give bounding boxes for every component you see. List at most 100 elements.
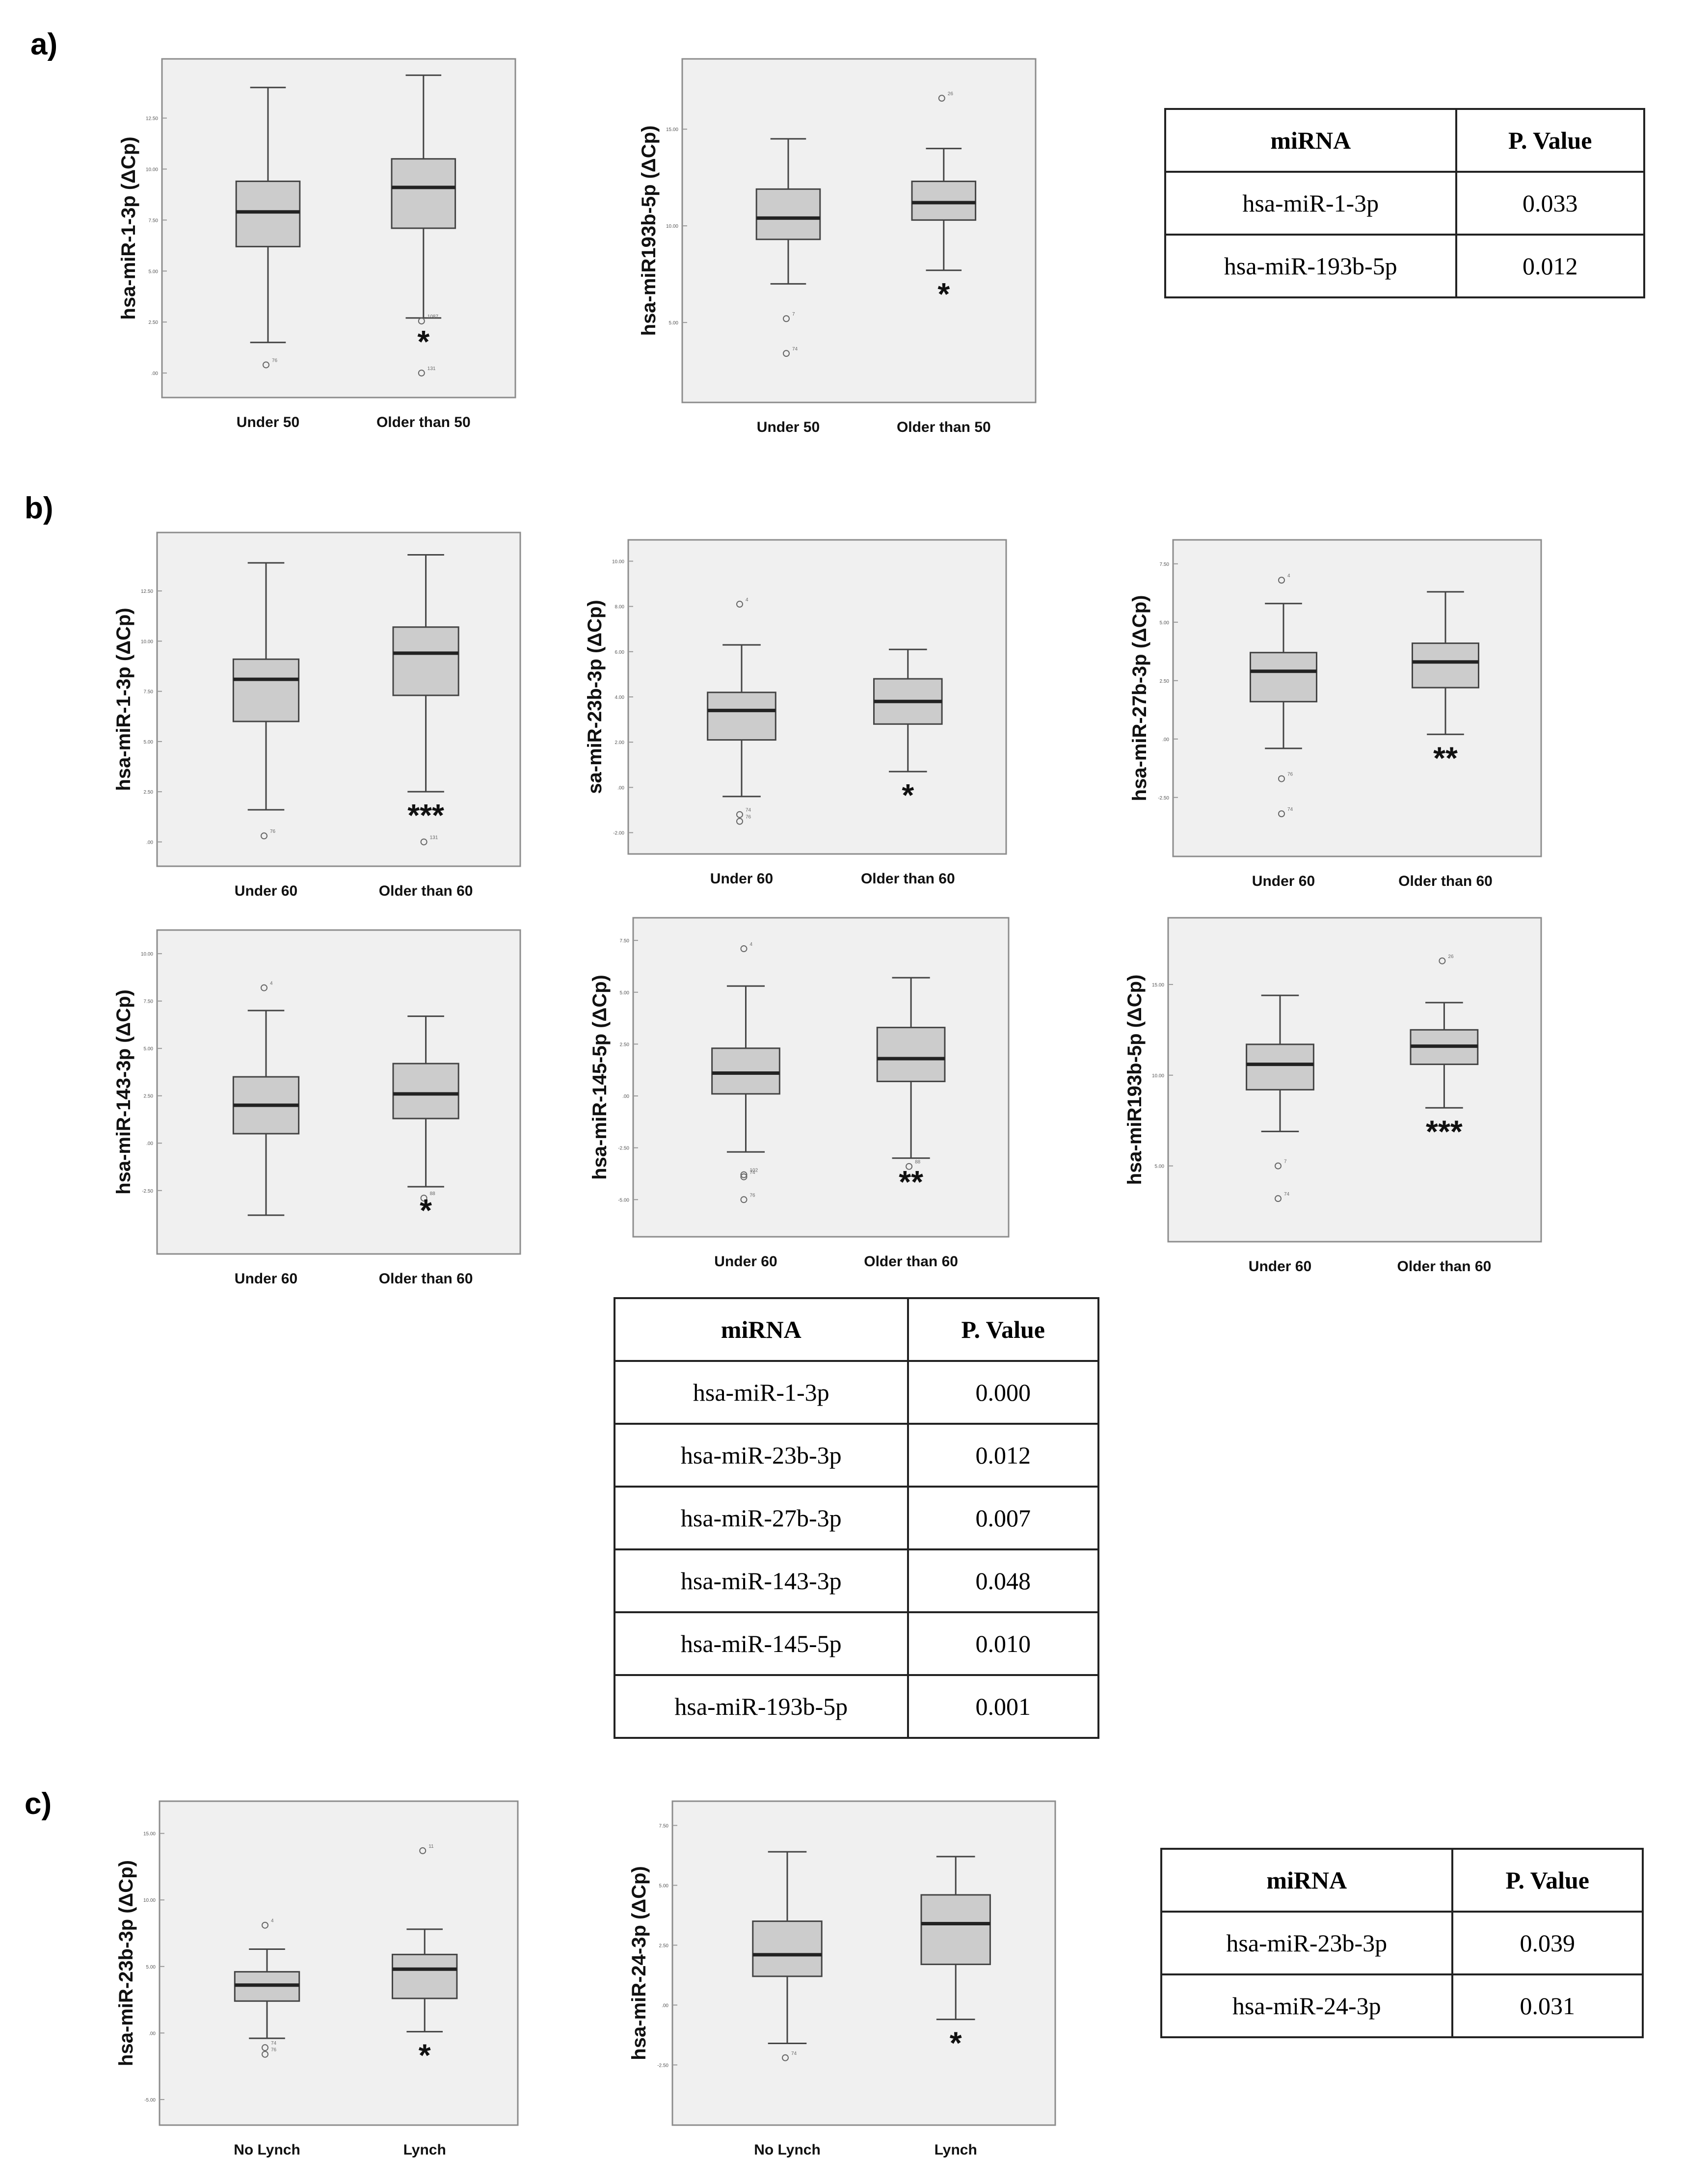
table-cell-pvalue: 0.001 [907, 1674, 1100, 1739]
y-tick-label: 2.50 [144, 1094, 154, 1099]
category-label: Under 60 [235, 1271, 297, 1287]
outlier-point [1278, 810, 1285, 818]
box-iqr [391, 158, 456, 229]
plot-frame [159, 1800, 519, 2126]
outlier-label: 76 [271, 2048, 277, 2053]
y-tick-label: 12.50 [141, 589, 153, 594]
outlier-label: 74 [750, 1170, 756, 1175]
outlier-point [420, 1195, 427, 1202]
y-tick-label: 5.00 [669, 320, 679, 326]
table-row: hsa-miR-27b-3p 0.007 [614, 1486, 1100, 1550]
category-label: Under 60 [235, 883, 297, 899]
boxplot-c-mir-24-3p: -2.50 .00 2.50 5.00 7.50 hsa-miR-24-3p (ΔCp) 7… [628, 1800, 1056, 2158]
y-tick-label: .00 [146, 1141, 153, 1146]
box-iqr [911, 181, 977, 221]
significance-marker: ** [899, 1164, 923, 1199]
box-group-1: 4 74 76 [234, 1918, 300, 2058]
boxplot-b-mir-145-5p: -5.00 -2.50 .00 2.50 5.00 7.50 hsa-miR-145-5p … [589, 917, 1010, 1270]
y-tick-label: -2.50 [657, 2063, 668, 2068]
outlier-point [420, 838, 427, 846]
y-axis-label: hsa-miR-1-3p (ΔCp) [118, 136, 139, 320]
y-axis-label: hsa-miR-143-3p (ΔCp) [113, 989, 134, 1195]
y-tick-label: -5.00 [144, 2098, 156, 2103]
outlier-label: 76 [746, 815, 751, 820]
table-cell-mirna: hsa-miR-1-3p [614, 1360, 909, 1425]
y-tick-label: 5.00 [146, 1965, 156, 1970]
outlier-label: 131 [427, 366, 436, 372]
panel-label-b: b) [25, 491, 53, 525]
plot-frame [156, 929, 521, 1255]
box-iqr [1412, 642, 1479, 689]
box-iqr [711, 1047, 780, 1095]
outlier-point [736, 811, 743, 818]
plot-frame [632, 917, 1010, 1238]
y-tick-label: .00 [617, 785, 624, 791]
outlier-point [938, 95, 945, 102]
outlier-label: 131 [430, 835, 438, 840]
y-axis-label: hsa-miR-27b-3p (ΔCp) [1129, 595, 1150, 801]
table-row: hsa-miR-24-3p 0.031 [1160, 1973, 1644, 2038]
y-tick-label: 10.00 [146, 167, 158, 172]
y-tick-label: 15.00 [1152, 983, 1164, 988]
y-tick-label: 15.00 [666, 127, 678, 133]
box-group-1: 76 [235, 86, 301, 369]
y-axis-label: hsa-miR-145-5p (ΔCp) [589, 975, 611, 1180]
significance-marker: * [417, 324, 429, 359]
category-label: No Lynch [754, 2142, 821, 2158]
outlier-point [263, 361, 269, 369]
significance-marker: * [419, 2038, 431, 2073]
outlier-point [1278, 577, 1285, 584]
outlier-label: 76 [270, 829, 276, 834]
box-group-2: 11 [392, 1844, 458, 2033]
boxplot-b-mir-193b-5p: 5.00 10.00 15.00 hsa-miR193b-5p (ΔCp) 7 74 Und… [1124, 917, 1542, 1275]
box-group-2: 26 [911, 91, 977, 271]
box-iqr [392, 1063, 459, 1119]
significance-marker: * [902, 777, 914, 813]
table-header-mirna: miRNA [614, 1297, 909, 1362]
y-tick-label: 5.00 [620, 990, 630, 996]
outlier-label: 74 [1287, 807, 1293, 812]
table-cell-pvalue: 0.048 [907, 1548, 1100, 1613]
boxplot-a-mir-1-3p: .00 2.50 5.00 7.50 10.00 12.50 hsa-miR-1-3p (Δ… [118, 58, 516, 430]
box-group-1: 4 [232, 981, 300, 1216]
outlier-label: 26 [948, 91, 954, 97]
y-tick-label: 5.00 [1160, 620, 1170, 626]
y-tick-label: 15.00 [143, 1832, 156, 1837]
table-cell-pvalue: 0.000 [907, 1360, 1100, 1425]
outlier-point [262, 2044, 268, 2051]
outlier-label: 4 [271, 1918, 274, 1924]
plot-frame [681, 58, 1037, 403]
outlier-label: 4 [1287, 573, 1290, 579]
significance-marker: *** [407, 798, 444, 833]
table-cell-pvalue: 0.039 [1451, 1911, 1644, 1975]
outlier-label: 76 [272, 358, 278, 363]
outlier-label: 74 [746, 808, 751, 813]
y-tick-label: -2.50 [1158, 796, 1169, 801]
box-group-2: 88 [876, 977, 946, 1170]
table-header-mirna: miRNA [1164, 108, 1457, 173]
y-tick-label: 2.50 [659, 1943, 669, 1948]
box-group-2: 88 [392, 1015, 459, 1202]
category-label: Lynch [403, 2142, 446, 2158]
y-tick-label: 5.00 [149, 269, 159, 274]
plot-frame [1172, 539, 1542, 857]
significance-marker: * [950, 2025, 962, 2061]
category-label: Older than 60 [379, 1271, 473, 1287]
plot-frame [1167, 917, 1542, 1243]
box-iqr [392, 1953, 458, 1999]
table-row: hsa-miR-23b-3p 0.039 [1160, 1911, 1644, 1975]
table-cell-mirna: hsa-miR-24-3p [1160, 1973, 1453, 2038]
box-iqr [707, 692, 776, 741]
y-tick-label: 7.50 [1160, 562, 1170, 567]
table-cell-pvalue: 0.012 [907, 1423, 1100, 1488]
outlier-label: 76 [1287, 772, 1293, 777]
outlier-label: 74 [1284, 1192, 1290, 1197]
boxplot-b-mir-23b-3p: -2.00 .00 2.00 4.00 6.00 8.00 10.00 sa-miR-23b-… [584, 539, 1007, 887]
box-iqr [876, 1027, 946, 1082]
table-row: hsa-miR-1-3p 0.033 [1164, 171, 1646, 236]
table-cell-mirna: hsa-miR-193b-5p [1164, 234, 1457, 298]
category-label: Older than 60 [1397, 1258, 1492, 1275]
category-label: Older than 60 [864, 1253, 958, 1270]
category-label: Older than 60 [861, 871, 955, 887]
box-group-1: 7 74 [755, 138, 821, 357]
